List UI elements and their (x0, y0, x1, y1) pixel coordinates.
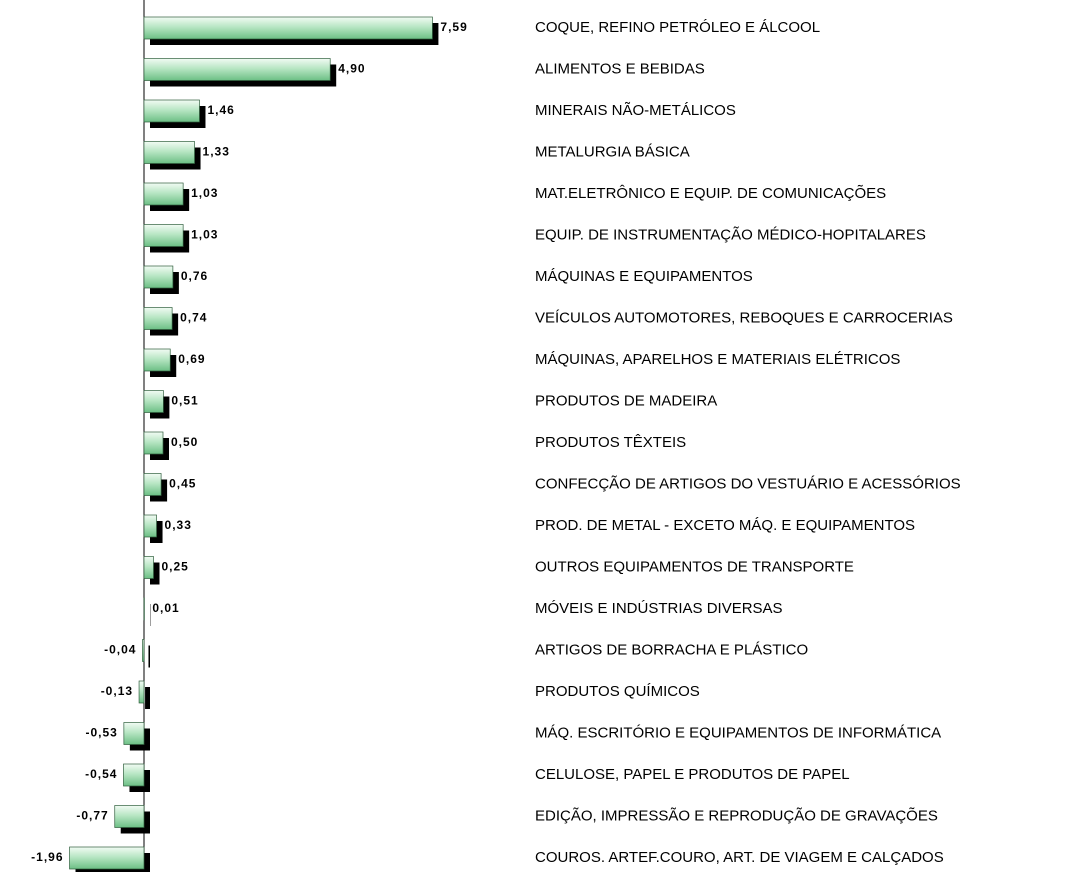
bar (123, 722, 145, 745)
category-label: MAT.ELETRÔNICO E EQUIP. DE COMUNICAÇÕES (535, 185, 886, 202)
category-label: MÁQ. ESCRITÓRIO E EQUIPAMENTOS DE INFORM… (535, 724, 941, 741)
category-label: COUROS. ARTEF.COURO, ART. DE VIAGEM E CA… (535, 849, 944, 866)
value-label: 1,03 (191, 228, 218, 242)
bar (69, 846, 145, 870)
value-label: -0,04 (104, 643, 136, 657)
value-label: 4,90 (338, 62, 365, 76)
category-label: PRODUTOS QUÍMICOS (535, 683, 700, 700)
category-label: OUTROS EQUIPAMENTOS DE TRANSPORTE (535, 558, 854, 575)
bar (143, 556, 154, 579)
value-label: -0,54 (85, 767, 117, 781)
bar (143, 224, 184, 247)
category-label: CELULOSE, PAPEL E PRODUTOS DE PAPEL (535, 766, 850, 783)
category-label: PRODUTOS TÊXTEIS (535, 434, 686, 451)
value-label: -0,13 (101, 684, 133, 698)
bar (138, 680, 145, 704)
value-label: 1,33 (203, 145, 230, 159)
value-label: 0,01 (152, 601, 179, 615)
bar (143, 514, 157, 538)
value-label: -0,53 (86, 726, 118, 740)
bar-shadow (145, 687, 150, 709)
value-label: 0,33 (165, 518, 192, 532)
value-label: 0,69 (178, 352, 205, 366)
category-label: PRODUTOS DE MADEIRA (535, 392, 717, 409)
value-label: 7,59 (440, 20, 467, 34)
value-label: 1,03 (191, 186, 218, 200)
value-label: 0,51 (171, 394, 198, 408)
value-label: 0,74 (180, 311, 207, 325)
category-label: METALURGIA BÁSICA (535, 143, 690, 160)
bar (143, 390, 164, 413)
bar (143, 141, 195, 164)
category-label: VEÍCULOS AUTOMOTORES, REBOQUES E CARROCE… (535, 309, 953, 326)
bar (143, 58, 331, 81)
bar (143, 182, 184, 206)
category-label: MINERAIS NÃO-METÁLICOS (535, 102, 736, 119)
category-label: EQUIP. DE INSTRUMENTAÇÃO MÉDICO-HOPITALA… (535, 226, 926, 243)
category-label: ARTIGOS DE BORRACHA E PLÁSTICO (535, 641, 808, 658)
bar (143, 265, 174, 289)
category-label: MÁQUINAS E EQUIPAMENTOS (535, 268, 753, 285)
value-label: -1,96 (31, 850, 63, 864)
bar-shadow (150, 562, 160, 585)
bar-shadow (148, 645, 150, 668)
bar (142, 639, 145, 662)
bar (143, 473, 162, 496)
value-label: 0,25 (162, 560, 189, 574)
value-label: 0,76 (181, 269, 208, 283)
category-label: COQUE, REFINO PETRÓLEO E ÁLCOOL (535, 19, 820, 36)
bar (143, 431, 164, 455)
bar (114, 805, 145, 828)
value-label: 1,46 (207, 103, 234, 117)
bar (143, 307, 173, 330)
bar (143, 99, 200, 123)
category-label: EDIÇÃO, IMPRESSÃO E REPRODUÇÃO DE GRAVAÇ… (535, 807, 938, 824)
category-label: MÁQUINAS, APARELHOS E MATERIAIS ELÉTRICO… (535, 351, 900, 368)
category-label: MÓVEIS E INDÚSTRIAS DIVERSAS (535, 600, 783, 617)
bar (143, 16, 433, 40)
bar (143, 348, 171, 372)
value-label: -0,77 (76, 809, 108, 823)
value-label: 0,45 (169, 477, 196, 491)
bar (123, 763, 145, 787)
category-label: CONFECÇÃO DE ARTIGOS DO VESTUÁRIO E ACES… (535, 475, 961, 492)
value-label: 0,50 (171, 435, 198, 449)
category-label: ALIMENTOS E BEBIDAS (535, 60, 705, 77)
category-label: PROD. DE METAL - EXCETO MÁQ. E EQUIPAMEN… (535, 517, 915, 534)
